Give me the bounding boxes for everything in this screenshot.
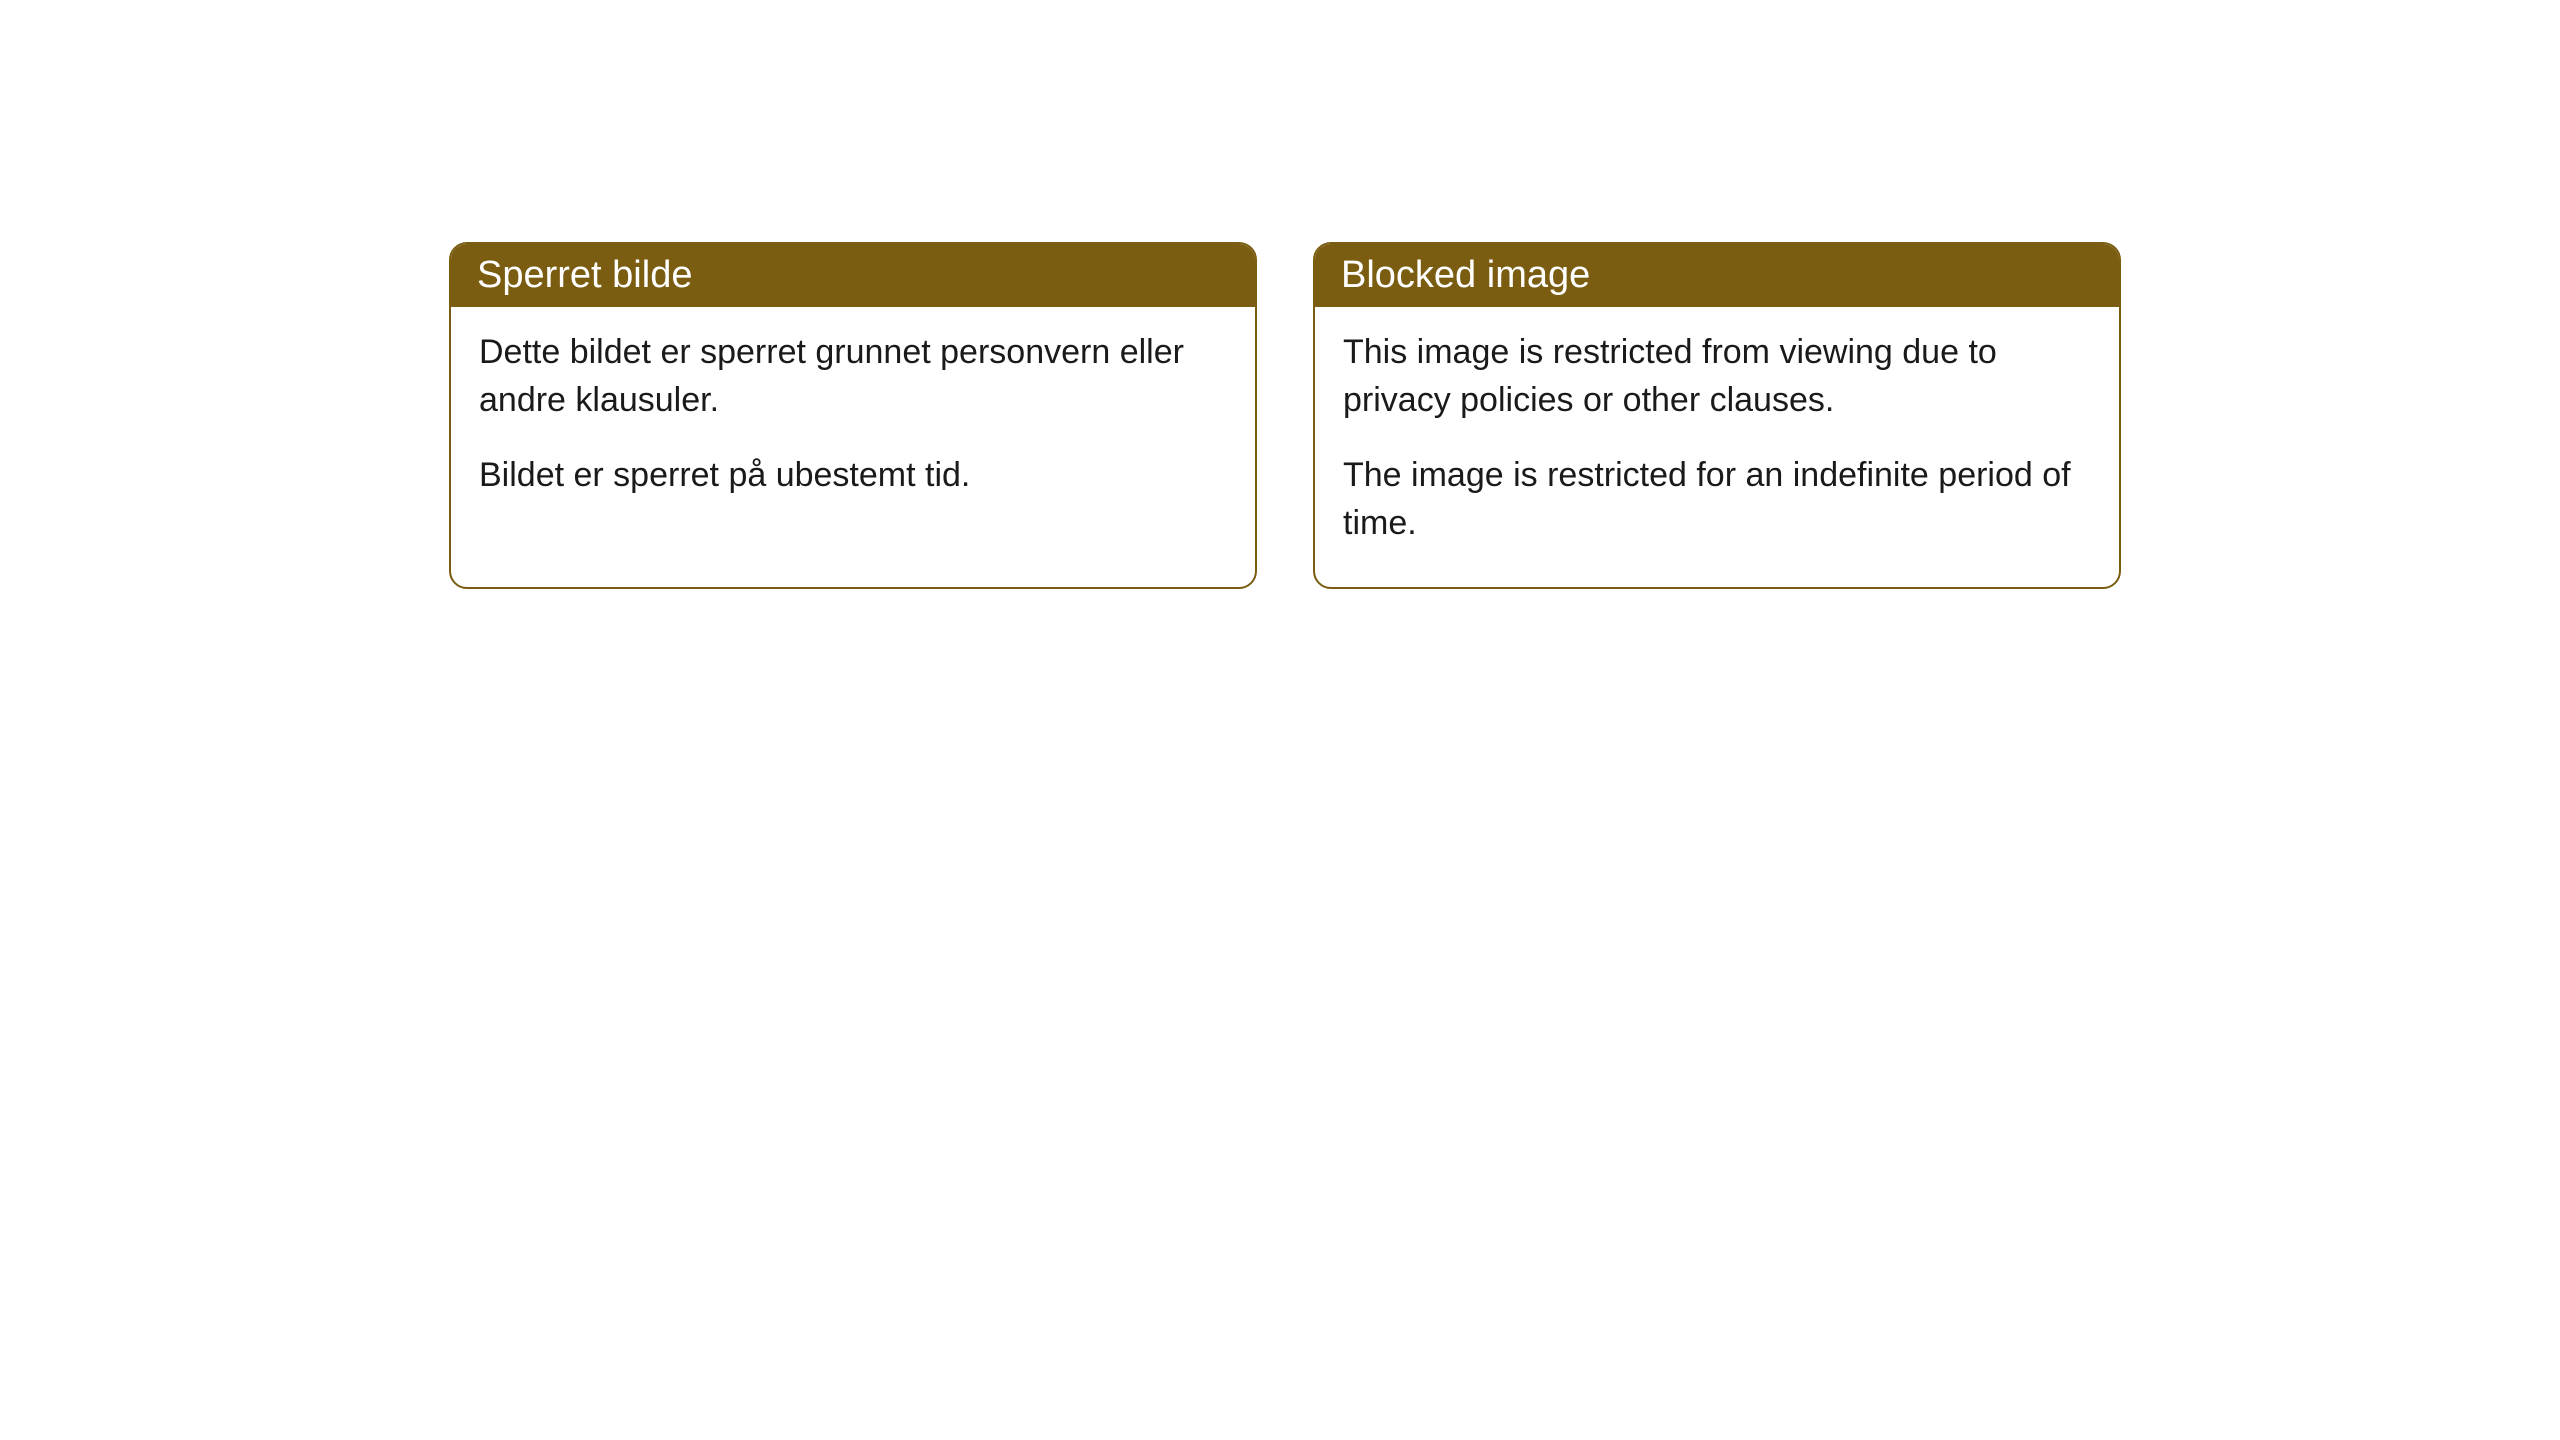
card-body: Dette bildet er sperret grunnet personve… (451, 307, 1255, 540)
card-body: This image is restricted from viewing du… (1315, 307, 2119, 587)
card-title: Blocked image (1341, 254, 1590, 296)
notice-cards-container: Sperret bilde Dette bildet er sperret gr… (449, 242, 2121, 589)
card-paragraph: This image is restricted from viewing du… (1343, 329, 2091, 424)
notice-card-norwegian: Sperret bilde Dette bildet er sperret gr… (449, 242, 1257, 589)
card-header: Sperret bilde (451, 244, 1255, 307)
card-paragraph: The image is restricted for an indefinit… (1343, 452, 2091, 547)
card-paragraph: Dette bildet er sperret grunnet personve… (479, 329, 1227, 424)
notice-card-english: Blocked image This image is restricted f… (1313, 242, 2121, 589)
card-title: Sperret bilde (477, 254, 692, 296)
card-header: Blocked image (1315, 244, 2119, 307)
card-paragraph: Bildet er sperret på ubestemt tid. (479, 452, 1227, 500)
